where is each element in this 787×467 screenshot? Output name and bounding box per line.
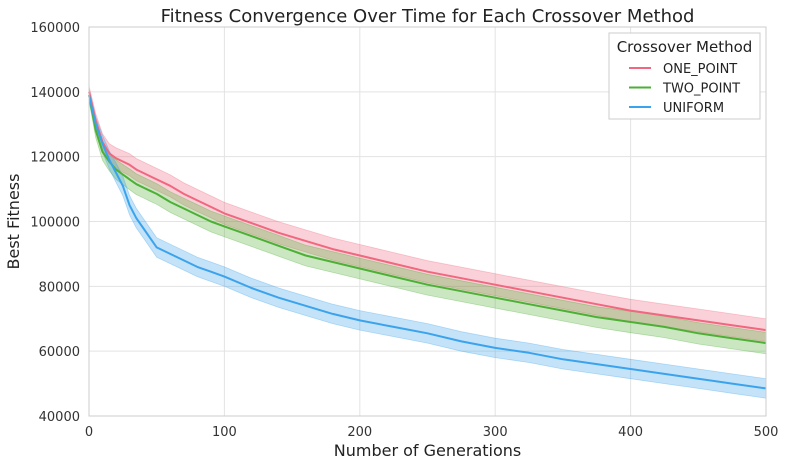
x-tick-label: 400	[618, 425, 643, 440]
chart-title: Fitness Convergence Over Time for Each C…	[161, 6, 695, 27]
legend: Crossover Method ONE_POINT TWO_POINT UNIFO…	[608, 32, 761, 120]
legend-label-two-point: TWO_POINT	[662, 82, 740, 97]
x-tick-label: 500	[754, 425, 779, 440]
x-tick-label: 200	[347, 425, 372, 440]
line-one-point	[88, 91, 767, 332]
y-ticks: 40000 60000 80000 100000 120000 140000 160000	[30, 21, 80, 425]
x-tick-label: 300	[483, 425, 508, 440]
y-tick-label: 120000	[30, 151, 80, 166]
line-uniform	[88, 94, 767, 390]
y-tick-label: 160000	[30, 21, 80, 36]
plot-frame	[88, 26, 767, 417]
line-two-point	[88, 94, 767, 345]
y-tick-label: 100000	[30, 216, 80, 231]
legend-items: ONE_POINT TWO_POINT UNIFORM	[629, 62, 740, 116]
legend-label-one-point: ONE_POINT	[663, 62, 737, 77]
band-uniform	[88, 89, 767, 399]
legend-label-uniform: UNIFORM	[663, 101, 724, 116]
x-tick-label: 100	[212, 425, 237, 440]
y-tick-label: 80000	[39, 280, 80, 295]
x-tick-label: 0	[85, 425, 93, 440]
x-ticks: 0 100 200 300 400 500	[85, 425, 779, 440]
x-axis-label: Number of Generations	[334, 441, 521, 460]
legend-box	[608, 32, 761, 120]
series-lines	[88, 91, 767, 390]
y-tick-label: 40000	[39, 410, 80, 425]
y-tick-label: 140000	[30, 86, 80, 101]
y-axis-label: Best Fitness	[4, 174, 23, 270]
legend-title: Crossover Method	[617, 38, 753, 56]
y-tick-label: 60000	[39, 345, 80, 360]
